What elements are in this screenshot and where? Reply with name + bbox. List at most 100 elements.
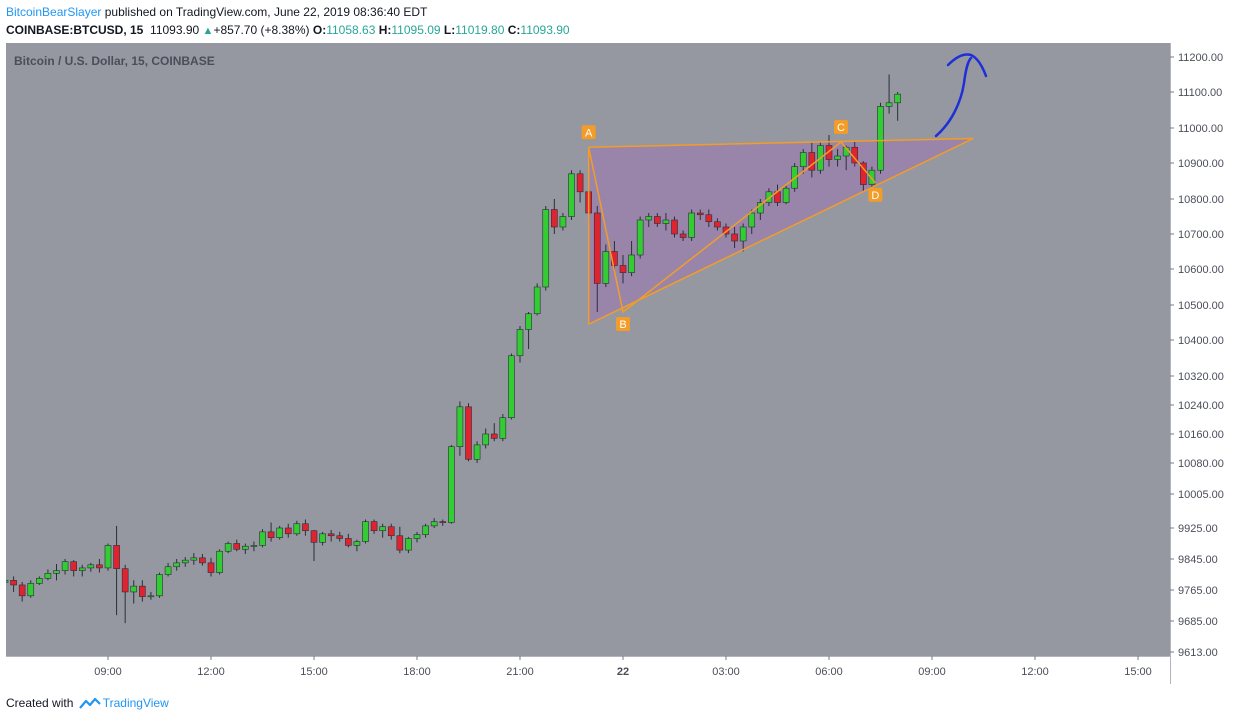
time-axis-panel	[6, 656, 1170, 684]
candle-up	[104, 545, 112, 569]
candle-down	[113, 545, 120, 569]
candle-up	[353, 541, 361, 546]
candle-down	[490, 433, 498, 439]
candles-group	[1, 74, 901, 624]
tradingview-brand-link[interactable]: TradingView	[102, 696, 169, 710]
candle-up	[293, 523, 301, 535]
candle-up	[164, 566, 172, 575]
close-value: 11093.90	[520, 23, 570, 37]
candle-down	[551, 209, 558, 228]
candle-up	[53, 570, 60, 574]
candle-up	[645, 216, 653, 221]
candle-down	[593, 212, 601, 284]
candle-up	[662, 219, 670, 224]
y-tick-label: 10005.00	[1178, 489, 1224, 501]
x-tick-label: 15:00	[1124, 666, 1152, 678]
chart-title: Bitcoin / U.S. Dollar, 15, COINBASE	[14, 54, 215, 68]
y-tick-label: 10700.00	[1178, 229, 1224, 241]
symbol-label: COINBASE:BTCUSD, 15	[6, 23, 144, 37]
open-label: O:	[312, 23, 327, 37]
candle-down	[302, 523, 309, 532]
candle-down	[808, 152, 816, 171]
ohlc-line: COINBASE:BTCUSD, 15 11093.90 ▲+857.70 (+…	[6, 23, 570, 37]
channel-top-line	[588, 137, 974, 148]
candle-down	[396, 535, 404, 551]
y-tick-label: 9685.00	[1178, 616, 1218, 628]
chart-background	[6, 43, 1238, 684]
y-tick-label: 10900.00	[1178, 158, 1224, 170]
candle-up	[508, 355, 515, 418]
candle-down	[860, 162, 867, 185]
candle-up	[456, 406, 464, 447]
pattern-label-a: A	[585, 127, 593, 139]
candle-up	[224, 543, 232, 552]
candle-up	[379, 526, 386, 532]
low-label: L:	[443, 23, 456, 37]
candle-up	[568, 173, 575, 217]
x-tick-label: 12:00	[197, 666, 225, 678]
pattern-label-c: C	[837, 122, 845, 134]
candle-down	[679, 233, 687, 238]
candle-up	[78, 567, 86, 571]
y-tick-label: 10500.00	[1178, 300, 1224, 312]
candlestick-chart[interactable]: Bitcoin / U.S. Dollar, 15, COINBASE 11200…	[1, 43, 1238, 684]
candle-up	[61, 561, 69, 571]
low-value: 11019.80	[455, 23, 505, 37]
candle-down	[121, 568, 129, 593]
candle-down	[654, 216, 661, 224]
chart-area[interactable]: Bitcoin / U.S. Dollar, 15, COINBASE 11200…	[1, 43, 1238, 684]
published-text: published on TradingView.com, June 22, 2…	[101, 5, 428, 19]
x-tick-label: 06:00	[815, 666, 843, 678]
channel-bottom-line	[588, 137, 974, 325]
candle-down	[825, 145, 833, 160]
pattern-label-d-badge	[868, 187, 883, 202]
candle-down	[233, 543, 241, 550]
triangle-up-icon: ▲	[202, 25, 214, 37]
x-tick-label: 03:00	[712, 666, 740, 678]
x-tick-label: 21:00	[506, 666, 534, 678]
candle-up	[216, 550, 223, 573]
candle-up	[250, 545, 258, 547]
candle-up	[739, 226, 747, 242]
candle-down	[439, 521, 447, 523]
pattern-label-d: D	[871, 190, 879, 202]
candle-up	[473, 444, 481, 460]
author-link[interactable]: BitcoinBearSlayer	[6, 5, 102, 19]
high-value: 11095.09	[391, 23, 441, 37]
y-tick-label: 10400.00	[1178, 335, 1224, 347]
candle-up	[533, 286, 541, 315]
candle-up	[27, 583, 35, 597]
x-tick-label: 18:00	[403, 666, 431, 678]
y-tick-label: 9845.00	[1178, 554, 1218, 566]
candle-up	[885, 102, 893, 107]
candle-down	[722, 226, 730, 235]
candle-up	[748, 212, 756, 228]
candle-up	[542, 209, 550, 288]
y-tick-label: 10160.00	[1178, 429, 1224, 441]
price-axis-panel	[1170, 43, 1238, 684]
candle-up	[602, 251, 610, 284]
candle-up	[628, 254, 635, 273]
candle-down	[671, 219, 678, 235]
candle-down	[714, 221, 721, 228]
candle-up	[130, 585, 138, 593]
y-tick-label: 10320.00	[1178, 371, 1224, 383]
candle-down	[465, 406, 472, 460]
y-tick-label: 9925.00	[1178, 523, 1218, 535]
candle-up	[1, 580, 9, 583]
candle-up	[242, 545, 249, 550]
price-change: +857.70 (+8.38%)	[213, 23, 310, 37]
drawn-arrow-shaft	[934, 56, 973, 138]
candle-up	[499, 417, 507, 439]
candle-down	[199, 557, 206, 564]
candle-up	[147, 595, 155, 598]
candle-up	[413, 534, 421, 539]
x-tick-label: 12:00	[1021, 666, 1049, 678]
pattern-label-b: B	[619, 319, 626, 331]
open-value: 11058.63	[326, 23, 376, 37]
candle-up	[422, 525, 429, 535]
candle-down	[96, 564, 103, 569]
candle-down	[267, 531, 275, 538]
x-tick-label: 09:00	[94, 666, 122, 678]
publish-line: BitcoinBearSlayer published on TradingVi…	[6, 5, 427, 19]
